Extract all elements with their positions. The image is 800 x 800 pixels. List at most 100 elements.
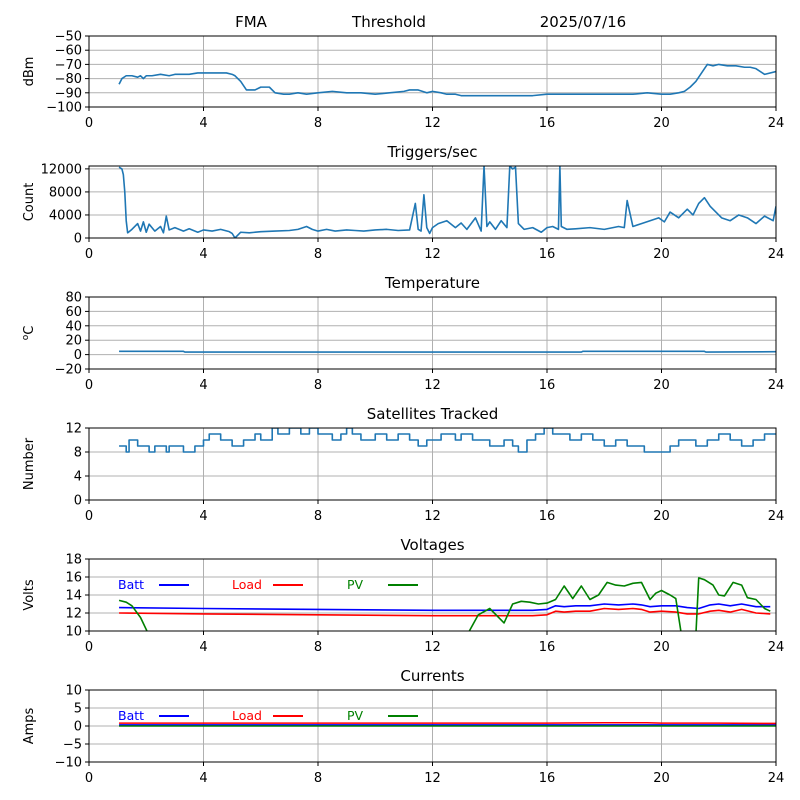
x-tick-label: 16: [539, 771, 556, 786]
x-tick-label: 0: [85, 378, 93, 393]
y-tick-label: 10: [65, 625, 82, 640]
x-tick-label: 24: [768, 509, 785, 524]
x-tick-label: 4: [199, 247, 207, 262]
y-tick-label: 0: [74, 720, 82, 735]
y-tick-label: 80: [65, 291, 82, 306]
chart-title: Satellites Tracked: [367, 405, 498, 423]
chart-title: Temperature: [384, 274, 480, 292]
y-tick-label: −70: [55, 58, 82, 73]
x-tick-label: 4: [199, 771, 207, 786]
y-tick-label: 40: [65, 319, 82, 334]
y-tick-label: 12: [65, 422, 82, 437]
y-axis-label: Volts: [22, 579, 37, 611]
y-axis-label-degree: o: [21, 334, 31, 340]
y-tick-label: 0: [74, 348, 82, 363]
figure-header: FMA Threshold 2025/07/16: [235, 13, 626, 31]
x-tick-label: 4: [199, 509, 207, 524]
y-tick-label: −20: [55, 363, 82, 378]
y-tick-label: −90: [55, 86, 82, 101]
legend-label-load: Load: [232, 708, 262, 723]
x-tick-label: 24: [768, 378, 785, 393]
plot-area: [118, 577, 771, 631]
y-tick-label: 4: [74, 470, 82, 485]
series-line: [118, 63, 776, 97]
series-line-load: [119, 607, 771, 617]
x-tick-label: 0: [85, 247, 93, 262]
x-tick-label: 0: [85, 116, 93, 131]
x-tick-label: 8: [314, 771, 322, 786]
y-tick-label: −10: [55, 756, 82, 771]
y-tick-label: 14: [65, 589, 82, 604]
x-tick-label: 20: [653, 378, 670, 393]
chart-panel: 0 4 8 12 16 20 24 0 4000 8000 12000 Triggers/sec Cou…: [22, 143, 784, 262]
plot-area: [119, 350, 776, 353]
x-tick-label: 24: [768, 640, 785, 655]
legend-label-batt: Batt: [118, 708, 144, 723]
y-axis-label: dBm: [22, 57, 37, 87]
x-tick-label: 12: [424, 378, 441, 393]
y-tick-label: 10: [65, 684, 82, 699]
x-tick-label: 8: [314, 247, 322, 262]
series-line-load: [119, 721, 776, 725]
x-tick-label: 16: [539, 247, 556, 262]
x-tick-label: 12: [424, 771, 441, 786]
y-axis-label: Amps: [22, 707, 37, 744]
y-tick-label: −50: [55, 30, 82, 45]
y-tick-label: 12000: [41, 162, 82, 177]
x-tick-label: 24: [768, 116, 785, 131]
x-tick-label: 20: [653, 116, 670, 131]
y-tick-label: −80: [55, 72, 82, 87]
y-tick-label: 8000: [49, 185, 82, 200]
y-tick-label: 20: [65, 334, 82, 349]
x-tick-label: 20: [653, 640, 670, 655]
y-tick-label: 0: [74, 232, 82, 247]
y-tick-label: −60: [55, 44, 82, 59]
legend-label-batt: Batt: [118, 577, 144, 592]
legend-label-load: Load: [232, 577, 262, 592]
x-tick-label: 20: [653, 509, 670, 524]
legend-label-pv: PV: [347, 577, 364, 592]
x-tick-label: 4: [199, 640, 207, 655]
chart-title: Triggers/sec: [387, 143, 478, 161]
x-tick-label: 4: [199, 378, 207, 393]
chart-title: Voltages: [400, 536, 464, 554]
x-tick-label: 12: [424, 116, 441, 131]
x-tick-label: 24: [768, 771, 785, 786]
x-tick-label: 8: [314, 640, 322, 655]
x-tick-label: 0: [85, 771, 93, 786]
y-tick-label: −5: [63, 738, 82, 753]
y-tick-label: 5: [74, 702, 82, 717]
x-tick-label: 8: [314, 116, 322, 131]
y-axis-label: oC: [21, 326, 37, 341]
plot-area: [118, 63, 776, 97]
series-line: [118, 166, 776, 238]
legend-label-pv: PV: [347, 708, 364, 723]
header-middle-label: Threshold: [351, 13, 426, 31]
chart-title: Currents: [400, 667, 464, 685]
x-tick-label: 8: [314, 509, 322, 524]
y-tick-label: 0: [74, 494, 82, 509]
x-tick-label: 12: [424, 640, 441, 655]
x-tick-label: 8: [314, 378, 322, 393]
x-tick-label: 16: [539, 116, 556, 131]
series-line-batt: [119, 603, 771, 612]
chart-panel: 0 4 8 12 16 20 24 −50−60−70−80−90−100 dBm: [22, 30, 784, 132]
y-tick-label: 8: [74, 446, 82, 461]
series-line: [119, 428, 776, 453]
x-tick-label: 4: [199, 116, 207, 131]
x-tick-label: 24: [768, 247, 785, 262]
chart-panel: 0 4 8 12 16 20 24 10 12 14 16 18 Voltages Volts Batt Lo…: [22, 536, 784, 655]
x-tick-label: 12: [424, 509, 441, 524]
y-tick-label: −100: [46, 101, 82, 116]
y-tick-label: 4000: [49, 208, 82, 223]
series-line-pv: [118, 577, 771, 631]
header-left-label: FMA: [235, 13, 268, 31]
x-tick-label: 0: [85, 509, 93, 524]
x-tick-label: 0: [85, 640, 93, 655]
chart-panel: 0 4 8 12 16 20 24 −10 −5 0 5 10 Currents Amps Batt Load…: [22, 667, 784, 786]
y-axis-label-unit: C: [22, 326, 37, 335]
y-axis-label: Number: [22, 437, 37, 490]
y-tick-label: 18: [65, 553, 82, 568]
